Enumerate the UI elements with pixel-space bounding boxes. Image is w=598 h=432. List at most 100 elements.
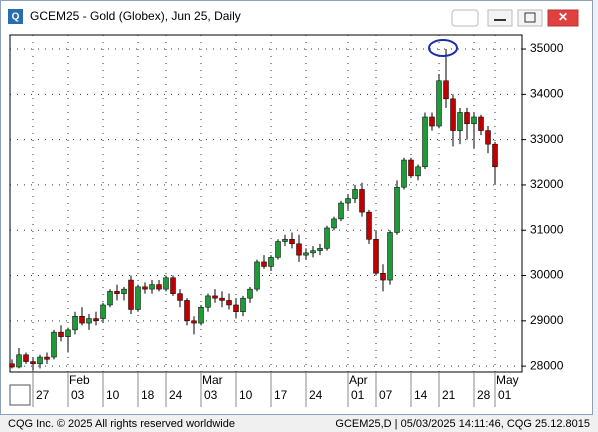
y-tick-label: 30000 (530, 268, 564, 282)
candle-body (408, 159, 414, 177)
candle-body (443, 80, 449, 100)
candle-body (233, 304, 239, 313)
candle-body (93, 318, 99, 322)
x-tick-label: 07 (379, 388, 393, 402)
candle-body (422, 116, 428, 168)
x-tick-label: 03 (204, 388, 218, 402)
y-tick-label: 35000 (530, 41, 564, 55)
candle-body (205, 295, 211, 308)
candle-body (247, 288, 253, 299)
x-tick-label: 17 (274, 388, 288, 402)
corner-box (9, 384, 31, 406)
candle-body (415, 166, 421, 177)
candle-body (9, 363, 15, 368)
candle-body (268, 257, 274, 267)
month-label: Apr (349, 373, 368, 387)
footer-right: GCEM25,D | 05/03/2025 14:11:46, CQG 25.1… (335, 418, 590, 430)
candle-body (191, 320, 197, 324)
candle-body (107, 291, 113, 306)
candle-body (373, 239, 379, 274)
candle-body (450, 98, 456, 131)
maximize-button[interactable] (517, 9, 543, 27)
y-tick-label: 28000 (530, 358, 564, 372)
candle-body (142, 286, 148, 290)
candle-body (324, 227, 330, 249)
candle-body (30, 361, 36, 365)
candle-body (331, 218, 337, 229)
candle-body (184, 300, 190, 322)
minimize-button[interactable] (487, 9, 513, 27)
x-tick-label: 14 (414, 388, 428, 402)
candle-body (387, 232, 393, 281)
candle-body (170, 277, 176, 294)
candle-body (156, 284, 162, 290)
close-button[interactable] (547, 9, 579, 27)
candle-body (429, 116, 435, 127)
candle-body (261, 261, 267, 267)
candle-body (51, 331, 57, 358)
candle-body (282, 239, 288, 242)
candle-body (44, 356, 50, 360)
candle-body (401, 159, 407, 188)
candle-body (58, 331, 64, 337)
candle-body (478, 116, 484, 131)
x-tick-label: 01 (498, 388, 512, 402)
candle-body (135, 286, 141, 310)
x-tick-label: 24 (309, 388, 323, 402)
candle-body (86, 318, 92, 324)
candle-body (436, 80, 442, 127)
candle-body (212, 295, 218, 299)
month-label: Feb (69, 373, 90, 387)
month-label: May (496, 373, 519, 387)
candle-body (296, 243, 302, 256)
candle-body (352, 189, 358, 199)
candle-body (310, 250, 316, 254)
candle-body (16, 354, 22, 368)
y-tick-label: 32000 (530, 177, 564, 191)
candle-body (72, 316, 78, 331)
close-icon: ✕ (558, 10, 568, 24)
candle-body (380, 273, 386, 281)
candle-body (338, 202, 344, 220)
candle-body (345, 198, 351, 204)
x-tick-label: 28 (477, 388, 491, 402)
candle-body (121, 288, 127, 294)
y-tick-label: 34000 (530, 87, 564, 101)
candle-body (219, 297, 225, 301)
candle-body (100, 304, 106, 319)
y-tick-label: 29000 (530, 313, 564, 327)
candle-body (79, 316, 85, 324)
candle-body (289, 239, 295, 245)
month-label: Mar (202, 373, 223, 387)
x-tick-label: 27 (36, 388, 50, 402)
x-tick-label: 21 (442, 388, 456, 402)
candle-body (114, 291, 120, 294)
candle-body (65, 329, 71, 337)
app-icon-letter: Q (12, 12, 20, 23)
candle-body (37, 356, 43, 365)
window-title: GCEM25 - Gold (Globex), Jun 25, Daily (30, 9, 241, 23)
candle-body (471, 116, 477, 125)
x-tick-label: 24 (169, 388, 183, 402)
candle-body (492, 143, 498, 168)
candle-body (457, 112, 463, 131)
candle-body (226, 300, 232, 306)
candle-body (303, 252, 309, 256)
y-tick-label: 31000 (530, 222, 564, 236)
footer-left: CQG Inc. © 2025 All rights reserved worl… (8, 418, 235, 430)
candle-body (394, 186, 400, 233)
candle-body (275, 241, 281, 258)
link-button[interactable] (451, 9, 479, 27)
candle-body (240, 297, 246, 313)
candle-body (198, 306, 204, 324)
x-tick-label: 10 (106, 388, 120, 402)
candle-body (317, 248, 323, 251)
candle-body (366, 211, 372, 240)
maximize-icon (524, 12, 536, 23)
y-tick-label: 33000 (530, 132, 564, 146)
app-icon (8, 9, 23, 24)
candle-body (254, 261, 260, 290)
x-tick-label: 10 (239, 388, 253, 402)
x-tick-label: 18 (141, 388, 155, 402)
